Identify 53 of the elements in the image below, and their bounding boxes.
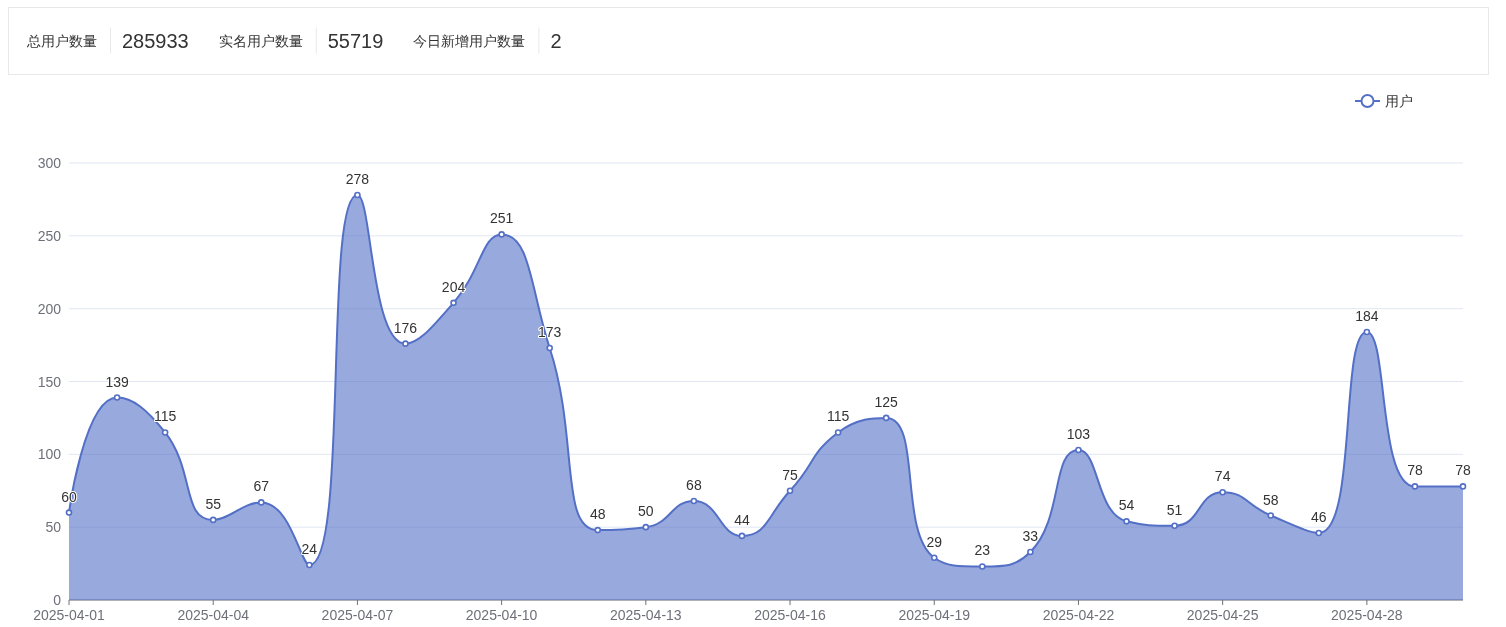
y-tick-label: 250 [37, 227, 62, 244]
data-label: 29 [926, 533, 943, 550]
text: 285933 [122, 29, 189, 52]
legend-label: 用户 [1385, 93, 1413, 109]
y-tick-label: 0 [53, 592, 62, 608]
data-label: 48 [589, 506, 606, 523]
data-label: 251 [489, 210, 514, 227]
data-label: 51 [1166, 501, 1183, 518]
text: 总用户数量 [26, 32, 97, 49]
y-tick-label: 100 [37, 446, 62, 463]
data-label: 184 [1355, 307, 1379, 324]
x-tick-label: 2025-04-04 [177, 607, 250, 623]
x-tick-label: 2025-04-16 [754, 607, 827, 623]
legend: 用户 [1354, 93, 1413, 109]
data-label: 103 [1066, 425, 1091, 442]
x-tick-label: 2025-04-19 [898, 607, 971, 623]
data-label: 278 [345, 171, 370, 188]
x-tick-label: 2025-04-01 [33, 607, 106, 623]
data-label: 24 [301, 541, 318, 558]
x-tick-label: 2025-04-10 [465, 607, 538, 623]
data-label: 75 [782, 466, 799, 483]
y-tick-label: 300 [37, 155, 62, 171]
data-label: 54 [1118, 497, 1135, 514]
data-label: 125 [874, 393, 899, 410]
data-label: 139 [105, 373, 129, 390]
data-label: 115 [153, 408, 177, 425]
data-label: 115 [826, 408, 850, 425]
data-label: 176 [393, 319, 418, 336]
data-label: 78 [1455, 462, 1471, 479]
x-tick-label: 2025-04-28 [1331, 607, 1403, 623]
text: 2 [550, 29, 562, 52]
y-tick-label: 200 [37, 300, 62, 317]
x-tick-label: 2025-04-22 [1042, 607, 1115, 623]
data-label: 58 [1262, 491, 1279, 508]
data-label: 50 [638, 503, 654, 520]
data-label: 78 [1407, 462, 1423, 479]
data-label: 46 [1311, 508, 1327, 525]
data-label: 55 [205, 495, 222, 512]
data-label: 44 [734, 511, 750, 528]
x-tick-label: 2025-04-25 [1186, 607, 1259, 623]
text: 今日新增用户数量 [413, 32, 526, 49]
data-label: 23 [974, 542, 991, 559]
data-label: 74 [1214, 468, 1231, 485]
y-tick-label: 50 [45, 519, 62, 536]
x-tick-label: 2025-04-13 [610, 607, 682, 623]
data-label: 204 [441, 278, 466, 295]
data-label: 33 [1022, 527, 1039, 544]
x-tick-label: 2025-04-07 [321, 607, 394, 623]
text: 实名用户数量 [218, 32, 303, 49]
data-label: 67 [253, 478, 270, 495]
data-label: 68 [686, 476, 702, 493]
y-tick-label: 150 [37, 373, 62, 390]
text: 55719 [327, 29, 384, 52]
